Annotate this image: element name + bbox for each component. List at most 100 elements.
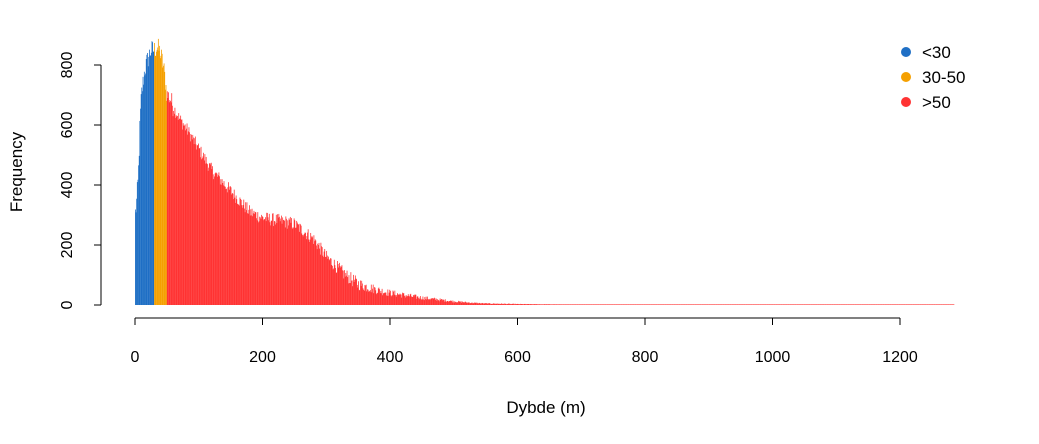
histogram-bar [581,304,583,305]
histogram-bar [537,304,539,305]
histogram-bar [384,292,386,305]
histogram-bar [351,280,352,305]
histogram-bar [665,304,667,305]
histogram-bar [203,152,204,305]
histogram-bar [820,304,822,305]
y-tick-label: 800 [59,52,76,79]
histogram-bar [654,304,656,305]
histogram-bar [685,304,687,305]
histogram-bar [696,304,698,305]
histogram-bar [929,304,931,305]
histogram-bar [261,216,263,305]
histogram-bar [657,304,659,305]
histogram-bar [606,304,608,305]
histogram-bar [702,304,704,305]
histogram-bar [833,304,834,305]
histogram-bar [722,304,724,305]
histogram-bar [434,298,436,305]
histogram-bar [314,241,315,305]
histogram-bar [164,89,166,305]
histogram-bar [234,197,236,305]
histogram-bar [707,304,709,305]
histogram-bar [832,304,834,305]
histogram-bar [698,304,700,305]
histogram-bar [806,304,808,305]
histogram-bar [204,154,206,305]
histogram-bar [729,304,731,305]
histogram-bar [382,295,384,305]
histogram-bar [788,304,790,305]
histogram-bar [509,303,510,305]
histogram-bar [148,56,150,305]
histogram-bar [429,299,431,305]
histogram-bar [171,105,173,305]
histogram-bar [591,304,593,305]
histogram-bar [618,304,620,305]
histogram-bar [708,304,710,305]
histogram-bar [583,304,585,305]
histogram-bar [255,212,257,305]
histogram-bar [917,304,918,305]
histogram-bar [629,304,631,305]
histogram-bar [362,288,364,305]
histogram-bar [909,304,911,305]
histogram-bar [775,304,777,305]
histogram-bar [449,301,451,305]
histogram-bar [952,304,954,305]
histogram-bar [659,304,660,305]
histogram-bar [318,242,320,305]
histogram-bar [161,49,162,305]
histogram-bar [826,304,827,305]
histogram-bar [734,304,736,305]
histogram-bar [184,124,186,305]
histogram-bar [734,304,736,305]
histogram-bar [565,304,567,305]
histogram-bar [193,137,194,305]
histogram-bar [659,304,661,305]
histogram-bar [358,289,360,305]
histogram-bar [298,224,299,305]
histogram-bar [689,304,691,305]
histogram-bar [193,144,195,305]
histogram-bar [842,304,844,305]
histogram-bar [279,216,280,305]
histogram-bar [265,217,266,305]
histogram-bar [257,212,259,305]
histogram-bar [935,304,936,305]
histogram-bar [585,304,587,305]
histogram-bar [545,304,547,305]
histogram-bar [650,304,652,305]
histogram-bar [904,304,906,305]
histogram-bar [310,232,312,305]
histogram-bar [841,304,843,305]
histogram-bar [309,241,310,305]
histogram-bar [608,304,610,305]
histogram-bar [502,303,503,305]
histogram-bar [727,304,729,305]
histogram-bar [623,304,625,305]
histogram-bar [189,141,191,305]
histogram-bar [244,212,246,305]
histogram-bar [923,304,925,305]
histogram-bar [496,303,498,305]
histogram-bar [409,296,410,305]
histogram-bar [637,304,639,305]
histogram-bar [573,304,575,305]
histogram-bar [152,42,153,306]
histogram-bar [885,304,887,305]
histogram-bar [435,299,437,305]
histogram-bar [918,304,920,305]
histogram-bar [931,304,933,305]
histogram-bar [599,304,601,305]
histogram-bar [597,304,599,305]
histogram-bar [879,304,881,305]
histogram-bar [210,162,212,305]
histogram-bar [411,296,413,305]
histogram-bar [354,279,356,305]
histogram-bar [254,213,255,305]
histogram-bar [184,125,185,305]
histogram-bar [168,92,169,305]
histogram-bar [800,304,802,305]
x-ticks: 0 200 400 600 800 1000 1200 [131,318,918,366]
histogram-bar [365,285,366,305]
